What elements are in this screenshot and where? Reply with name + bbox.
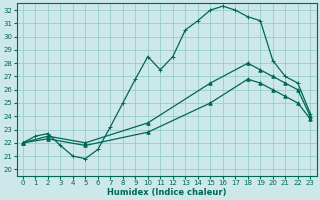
X-axis label: Humidex (Indice chaleur): Humidex (Indice chaleur)	[107, 188, 226, 197]
